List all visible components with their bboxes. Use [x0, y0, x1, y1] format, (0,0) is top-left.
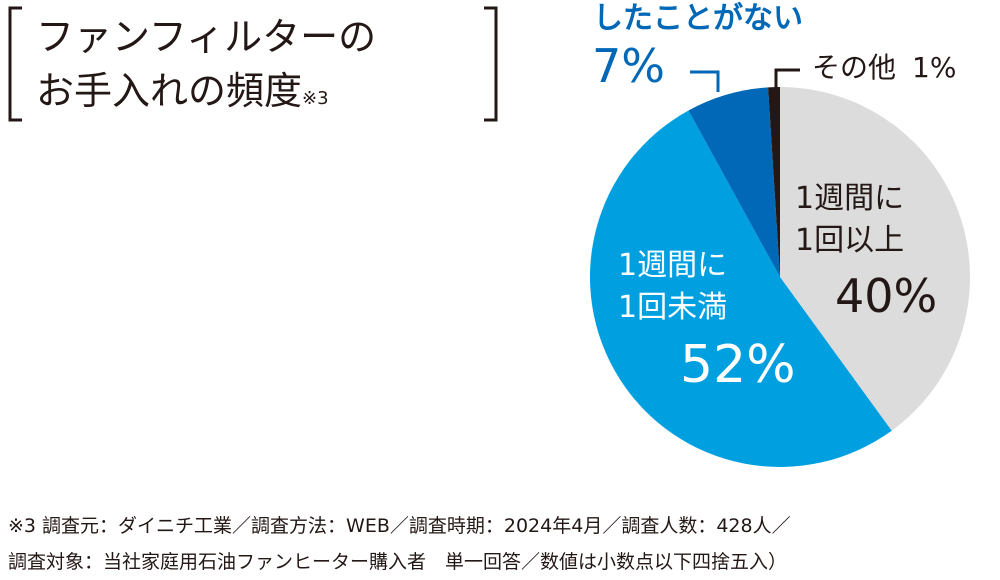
value-label: 7%: [592, 39, 665, 93]
footnote: ※3 調査元：ダイニチ工業／調査方法：WEB／調査時期：2024年4月／調査人数…: [8, 515, 791, 573]
slice-label: 1週間に 1回未満: [618, 248, 728, 325]
slice-label: その他: [812, 51, 897, 84]
bracket-right: [484, 6, 498, 122]
leader-line: [774, 68, 800, 90]
pie-slice: [590, 110, 892, 467]
pie-slice: [780, 87, 970, 431]
pie-slice: [688, 87, 780, 277]
pie-slice: [768, 87, 780, 277]
chart-title: ファンフィルターの お手入れの頻度※3: [36, 10, 376, 126]
slice-label: したことがない: [593, 1, 803, 36]
value-label: 52%: [680, 335, 796, 395]
value-label: 1%: [912, 51, 957, 84]
title-note: ※3: [302, 88, 329, 109]
slice-label: 1週間に 1回以上: [795, 181, 905, 258]
value-label: 40%: [835, 269, 938, 323]
leader-line: [690, 70, 720, 92]
title-text: ファンフィルターの お手入れの頻度: [36, 15, 377, 113]
bracket-left: [8, 6, 22, 122]
